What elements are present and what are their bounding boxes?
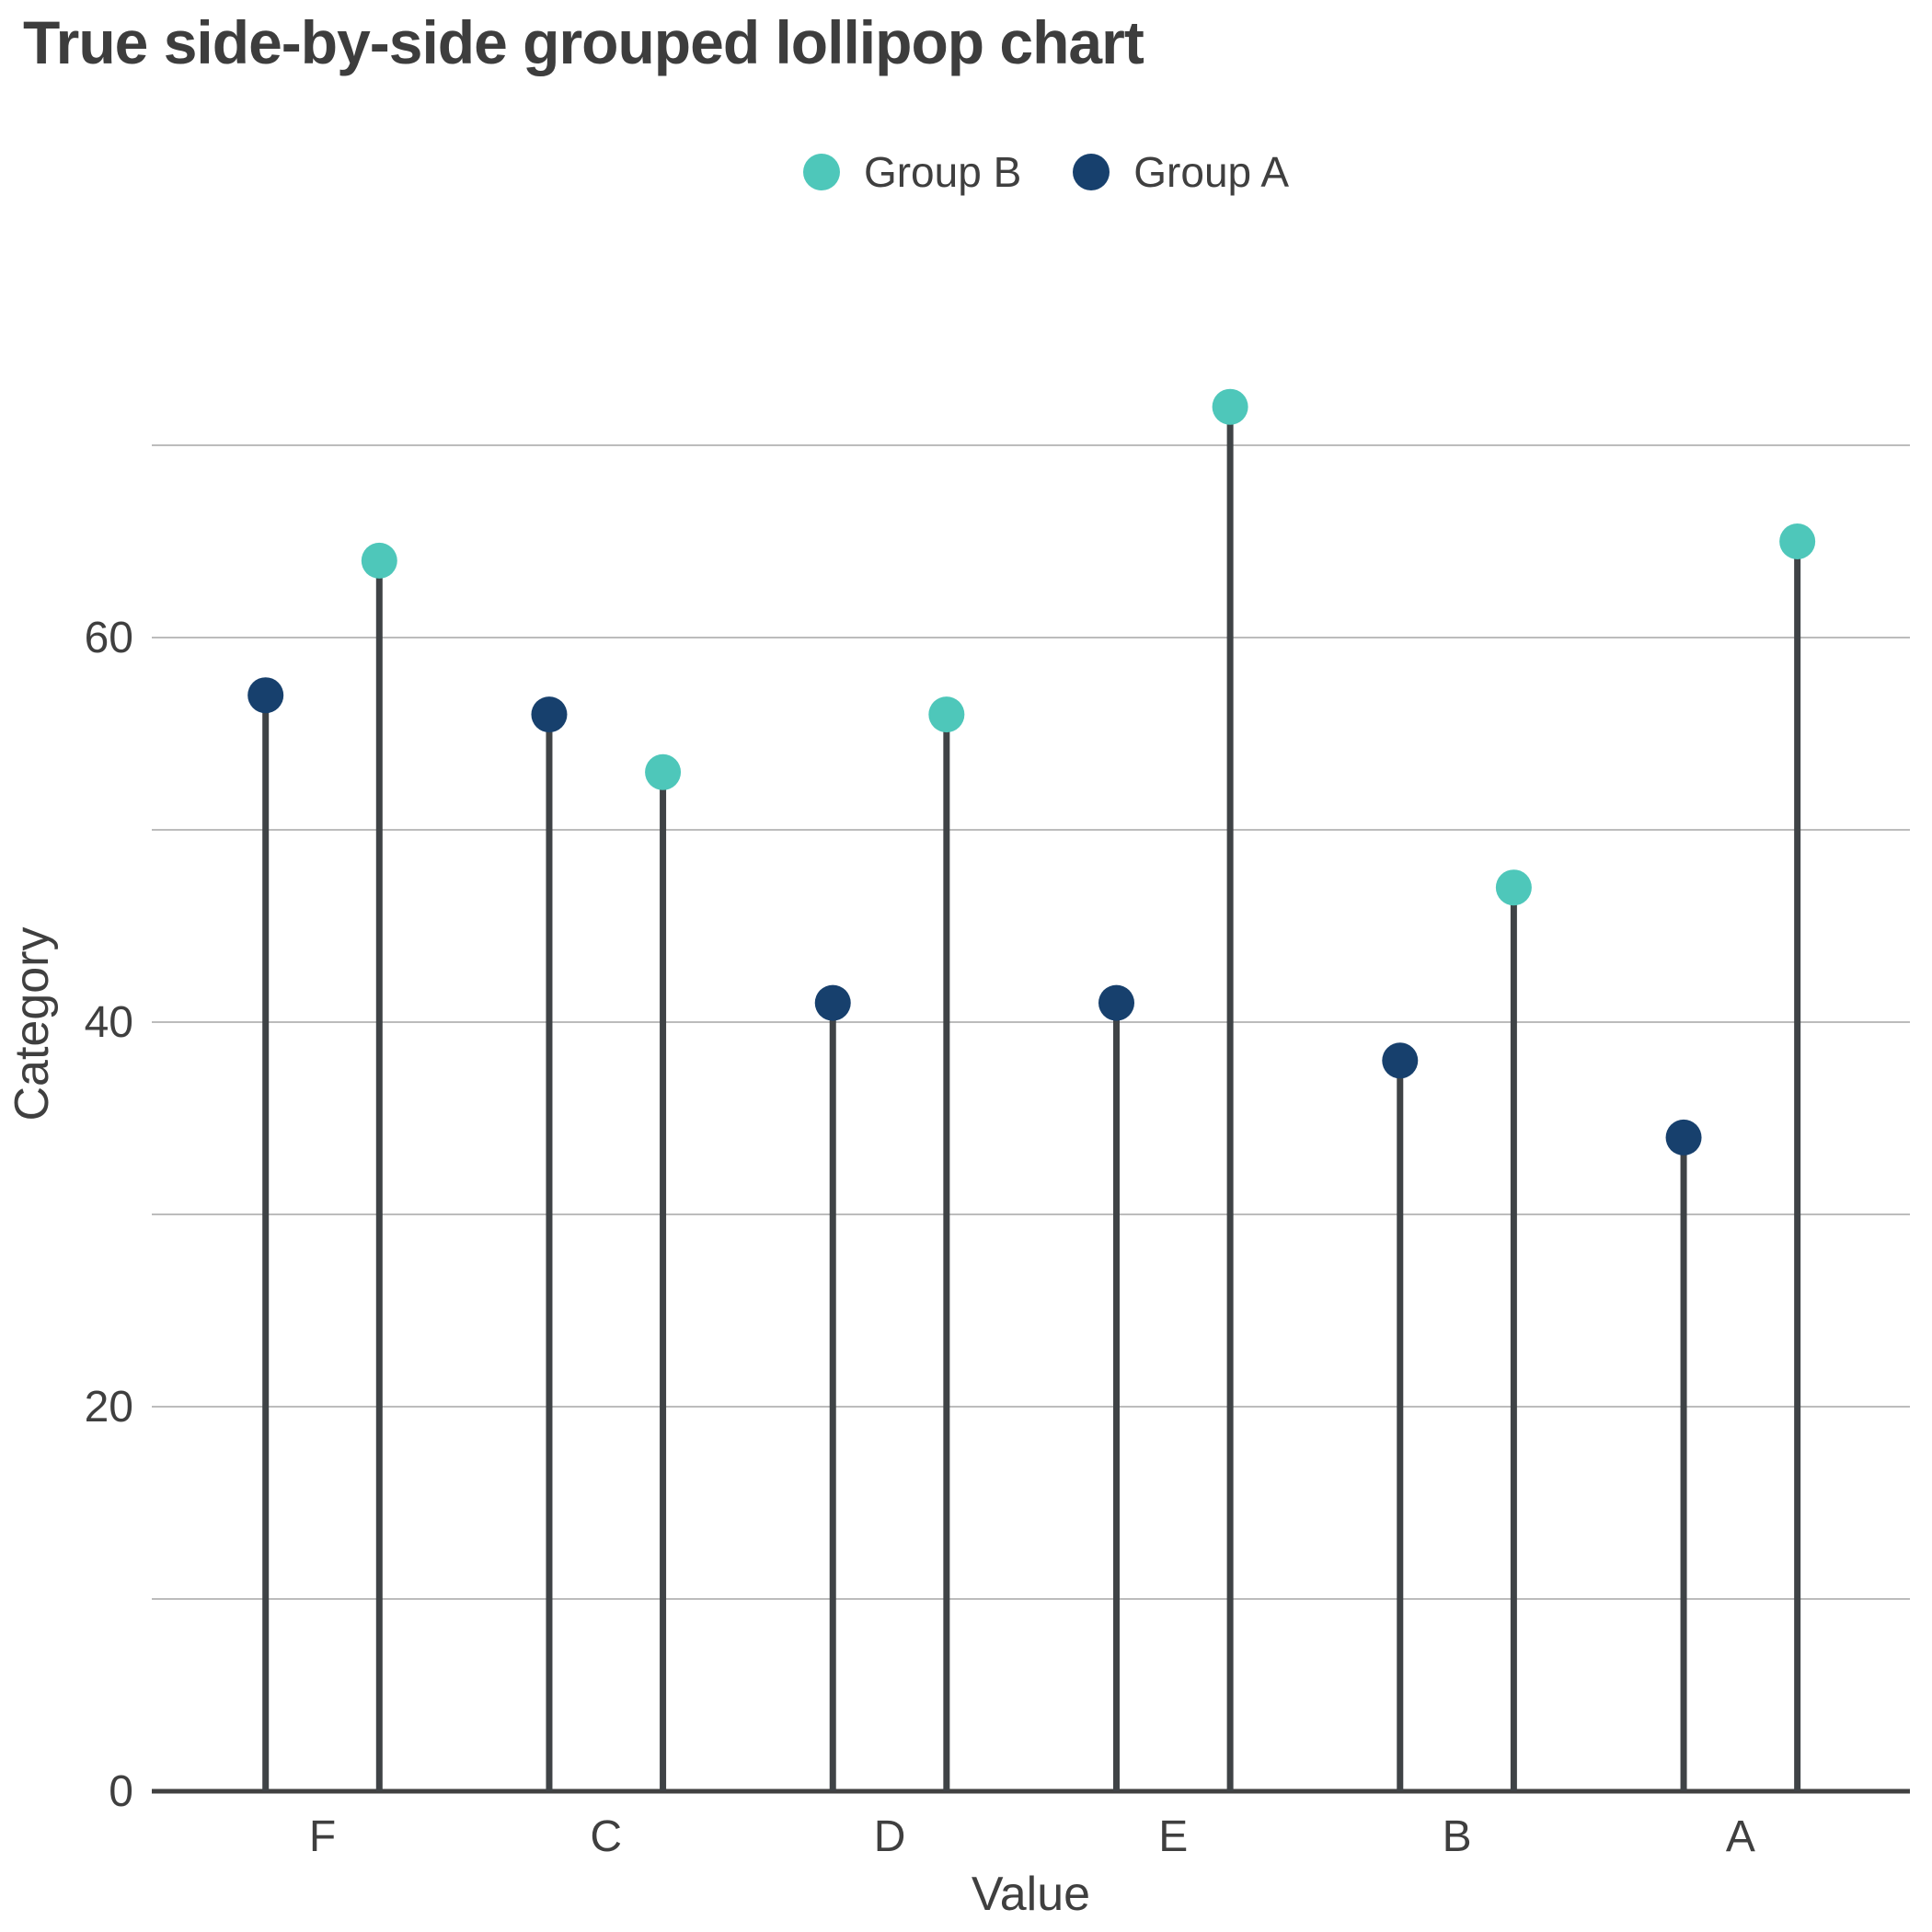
- dot-D-group-b: [928, 696, 965, 733]
- x-tick-label-D: D: [874, 1812, 906, 1861]
- y-tick-label-40: 40: [85, 998, 133, 1047]
- chart-title: True side-by-side grouped lollipop chart: [23, 8, 1144, 76]
- x-tick-label-A: A: [1726, 1812, 1755, 1861]
- group-b-swatch-icon: [802, 154, 840, 190]
- dot-C-group-b: [645, 753, 682, 790]
- x-axis-title: Value: [972, 1868, 1090, 1921]
- x-tick-label-E: E: [1158, 1812, 1188, 1861]
- dot-E-group-b: [1212, 388, 1248, 425]
- dot-F-group-b: [361, 542, 397, 579]
- legend-label-group-a: Group A: [1133, 148, 1290, 196]
- dot-B-group-a: [1382, 1042, 1419, 1079]
- legend-label-group-b: Group B: [863, 148, 1022, 196]
- x-tick-label-B: B: [1443, 1812, 1472, 1861]
- y-tick-label-0: 0: [109, 1767, 133, 1816]
- group-a-swatch-icon: [1073, 154, 1110, 190]
- dot-D-group-a: [814, 984, 851, 1021]
- x-tick-label-F: F: [309, 1812, 336, 1861]
- y-tick-label-20: 20: [85, 1383, 133, 1432]
- y-tick-label-60: 60: [85, 614, 133, 662]
- x-tick-label-C: C: [590, 1812, 622, 1861]
- y-axis-title: Category: [6, 927, 59, 1121]
- dot-C-group-a: [531, 696, 568, 733]
- dot-B-group-b: [1495, 869, 1532, 906]
- dot-A-group-b: [1779, 523, 1816, 559]
- legend-item-group-a: Group A: [1073, 147, 1289, 197]
- dot-A-group-a: [1665, 1119, 1702, 1156]
- dot-E-group-a: [1098, 984, 1135, 1021]
- dot-F-group-a: [247, 677, 284, 714]
- legend-item-group-b: Group B: [802, 147, 1022, 197]
- legend: Group B Group A: [80, 147, 1932, 197]
